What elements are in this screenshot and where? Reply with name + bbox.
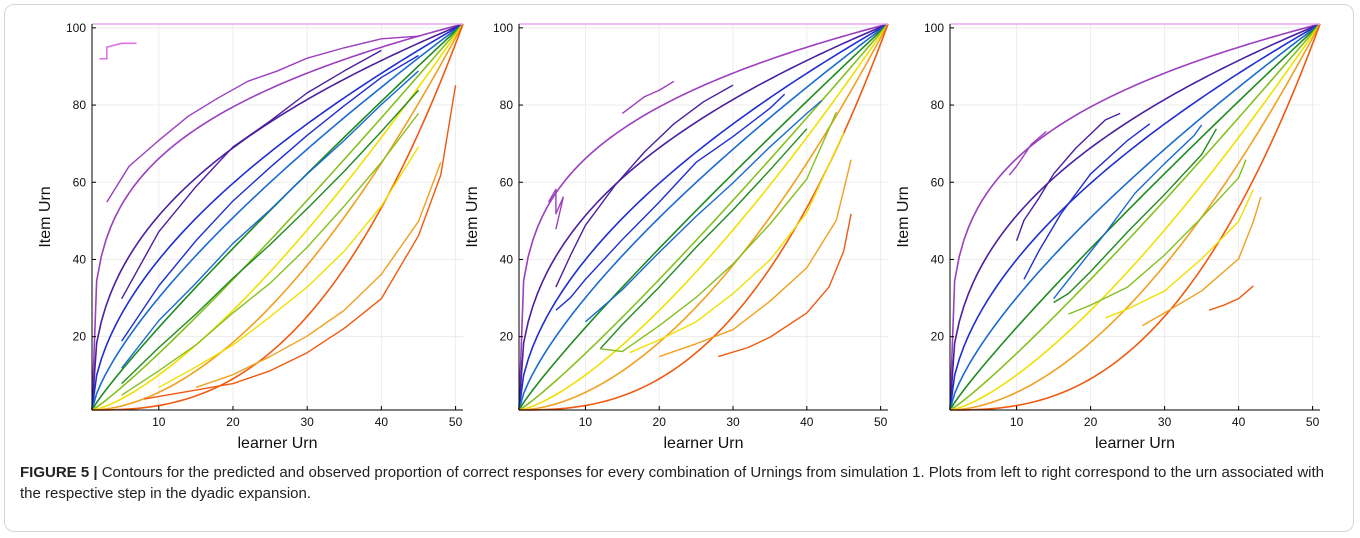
predicted-contour-0 (518, 23, 889, 411)
observed-contour-6 (629, 132, 845, 354)
y-axis-label: Item Urn (464, 186, 481, 247)
predicted-contour-5 (91, 23, 464, 411)
predicted-contour-2 (518, 23, 889, 411)
x-tick-label: 50 (1306, 415, 1320, 429)
y-tick-label: 60 (500, 175, 514, 189)
y-tick-label: 100 (924, 21, 944, 35)
y-tick-label: 100 (493, 21, 513, 35)
observed-contour-3 (1053, 124, 1203, 300)
observed-contour-1 (1015, 112, 1121, 241)
predicted-contour-7 (518, 23, 889, 411)
predicted-contour-6 (91, 23, 464, 411)
panel-right: 10 20 30 40 50 20 40 60 80 100 learner Urn Item Urn (895, 21, 1321, 452)
x-tick-label: 50 (449, 415, 463, 429)
predicted-contour-3 (518, 23, 889, 411)
predicted-contour-1 (518, 23, 889, 411)
x-tick-label: 20 (1084, 415, 1098, 429)
predicted-contour-0 (91, 23, 464, 411)
x-tick-label: 30 (1158, 415, 1172, 429)
observed-contour-1 (121, 49, 382, 299)
predicted-contour-7 (91, 23, 464, 411)
y-tick-label: 40 (500, 252, 514, 266)
observed-contour-5 (121, 112, 420, 396)
observed-contour-2 (1023, 123, 1151, 280)
predicted-contour-5 (518, 23, 889, 411)
observed-contour-6 (1105, 189, 1255, 319)
y-axis-label: Item Urn (895, 186, 912, 247)
figure-caption-text: Contours for the predicted and observed … (20, 464, 1324, 502)
observed-fragment (99, 42, 137, 60)
x-tick-label: 40 (1232, 415, 1246, 429)
y-tick-label: 60 (73, 175, 87, 189)
observed-contour-7 (1142, 196, 1262, 327)
y-tick-label: 20 (73, 330, 87, 344)
panel-left: 10 20 30 40 50 20 40 60 80 100 learner Urn Item Urn (37, 21, 464, 452)
observed-contour-8 (718, 213, 852, 358)
predicted-contour-8 (519, 23, 889, 411)
x-axis-label: learner Urn (1095, 435, 1175, 452)
observed-contour-0 (1008, 130, 1047, 176)
x-axis-label: learner Urn (663, 435, 743, 452)
x-tick-label: 40 (375, 415, 389, 429)
x-tick-label: 30 (301, 415, 315, 429)
y-tick-label: 60 (931, 175, 945, 189)
x-tick-label: 10 (1010, 415, 1024, 429)
observed-contour-4 (1053, 128, 1218, 304)
predicted-contour-2 (949, 23, 1321, 411)
predicted-contour-8 (92, 23, 464, 411)
observed-contour-7 (195, 162, 442, 389)
y-axis-label: Item Urn (37, 186, 54, 247)
x-tick-label: 20 (226, 415, 240, 429)
observed-contour-3 (584, 100, 823, 323)
figure-label: FIGURE 5 | (20, 464, 98, 481)
x-tick-label: 20 (653, 415, 667, 429)
predicted-contour-6 (518, 23, 889, 411)
y-tick-label: 40 (931, 252, 945, 266)
predicted-contour-1 (91, 23, 464, 411)
panel-middle: 10 20 30 40 50 20 40 60 80 100 learner Urn Item Urn (464, 21, 889, 452)
y-tick-label: 100 (66, 21, 86, 35)
observed-contour-2 (555, 93, 786, 311)
x-tick-label: 30 (726, 415, 740, 429)
predicted-contour-4 (949, 23, 1321, 411)
predicted-contour-3 (949, 23, 1321, 411)
y-tick-label: 40 (73, 252, 87, 266)
x-axis-label: learner Urn (237, 435, 317, 452)
observed-contour-6 (158, 146, 420, 389)
x-tick-label: 10 (152, 415, 166, 429)
predicted-contour-3 (91, 23, 464, 411)
predicted-contour-2 (91, 23, 464, 411)
chart-figure: 10 20 30 40 50 20 40 60 80 100 learner Urn Item Urn… (37, 21, 1321, 452)
observed-contour-3 (121, 70, 419, 369)
y-tick-label: 80 (73, 98, 87, 112)
observed-contour-8 (143, 85, 457, 400)
figure-caption: FIGURE 5 | Contours for the predicted an… (20, 462, 1340, 504)
observed-contour-0 (106, 35, 419, 203)
observed-contour-4 (599, 128, 808, 350)
x-tick-label: 10 (579, 415, 593, 429)
y-tick-label: 20 (500, 330, 514, 344)
y-tick-label: 80 (931, 98, 945, 112)
observed-contour-5 (600, 111, 837, 353)
observed-contour-2 (121, 54, 419, 342)
predicted-contour-8 (950, 23, 1321, 411)
observed-contour-1 (555, 84, 734, 288)
observed-contour-7 (658, 159, 852, 358)
observed-contour-4 (121, 89, 420, 385)
predicted-contour-5 (949, 23, 1321, 411)
predicted-contour-6 (949, 23, 1321, 411)
predicted-contour-1 (949, 23, 1321, 411)
observed-contour-0 (547, 188, 564, 230)
y-tick-label: 80 (500, 98, 514, 112)
x-tick-label: 40 (800, 415, 814, 429)
x-tick-label: 50 (874, 415, 888, 429)
y-tick-label: 20 (931, 330, 945, 344)
predicted-contour-0 (949, 23, 1321, 411)
observed-contour-5 (1068, 159, 1247, 315)
predicted-contour-4 (518, 23, 889, 411)
predicted-contour-7 (949, 23, 1321, 411)
observed-contour-8 (1208, 285, 1254, 311)
observed-contour-0 (621, 80, 675, 114)
